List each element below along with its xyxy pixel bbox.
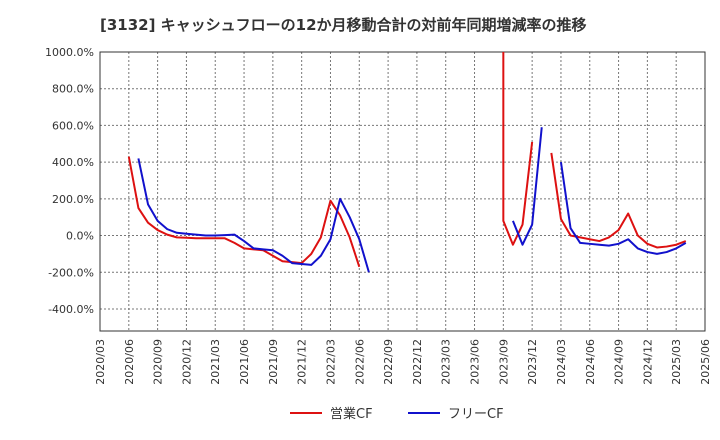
series-layer <box>127 52 687 273</box>
x-tick-label: 2022/09 <box>382 339 395 385</box>
x-tick-label: 2023/06 <box>469 339 482 385</box>
x-tick-label: 2020/03 <box>94 339 107 385</box>
y-tick-label: 0.0% <box>66 230 94 243</box>
x-tick-label: 2020/09 <box>152 339 165 385</box>
series-line-segment <box>137 158 370 273</box>
x-tick-label: 2021/12 <box>296 339 309 385</box>
x-tick-label: 2024/09 <box>613 339 626 385</box>
series-operating-cf <box>127 52 687 268</box>
x-tick-label: 2023/03 <box>440 339 453 385</box>
y-tick-label: 800.0% <box>52 83 94 96</box>
x-tick-label: 2022/03 <box>324 339 337 385</box>
y-tick-label: -200.0% <box>48 266 94 279</box>
series-line-segment <box>127 156 361 268</box>
x-tick-label: 2024/03 <box>555 339 568 385</box>
series-line-segment <box>559 161 687 255</box>
x-tick-label: 2021/09 <box>267 339 280 385</box>
x-axis: 2020/03 2020/06 2020/09 2020/12 2021/03 2021/… <box>94 339 712 385</box>
y-tick-label: 400.0% <box>52 156 94 169</box>
x-tick-label: 2023/12 <box>526 339 539 385</box>
x-tick-label: 2024/06 <box>584 339 597 385</box>
legend: 営業CF フリーCF <box>290 406 504 422</box>
x-tick-label: 2021/03 <box>209 339 222 385</box>
y-tick-label: 200.0% <box>52 193 94 206</box>
x-tick-label: 2020/12 <box>180 339 193 385</box>
y-tick-label: -400.0% <box>48 303 94 316</box>
x-tick-label: 2025/03 <box>670 339 683 385</box>
legend-label: フリーCF <box>448 407 504 422</box>
y-tick-label: 1000.0% <box>45 46 94 59</box>
chart-title: [3132] キャッシュフローの12か月移動合計の対前年同期増減率の推移 <box>100 16 587 34</box>
legend-label: 営業CF <box>330 406 373 422</box>
series-line-segment <box>512 127 543 246</box>
x-tick-label: 2025/06 <box>699 339 712 385</box>
y-axis: 1000.0% 800.0% 600.0% 400.0% 200.0% 0.0% -200.… <box>45 46 94 316</box>
x-tick-label: 2022/12 <box>411 339 424 385</box>
x-tick-label: 2022/06 <box>353 339 366 385</box>
plot-area <box>99 51 706 332</box>
grid-layer <box>99 51 706 331</box>
y-tick-label: 600.0% <box>52 119 94 132</box>
series-free-cf <box>137 127 687 273</box>
x-tick-label: 2020/06 <box>123 339 136 385</box>
x-tick-label: 2021/06 <box>238 339 251 385</box>
series-line-segment <box>502 52 534 246</box>
series-line-segment <box>550 152 687 249</box>
x-tick-label: 2023/09 <box>497 339 510 385</box>
x-tick-label: 2024/12 <box>641 339 654 385</box>
